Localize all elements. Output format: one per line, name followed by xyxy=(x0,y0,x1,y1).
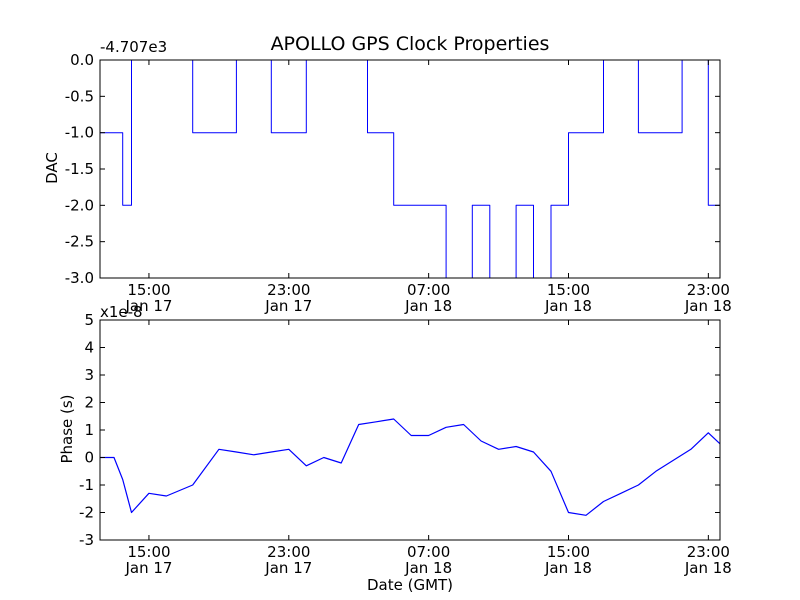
y-tick-label: -1.0 xyxy=(65,124,94,142)
y-tick-label: -2 xyxy=(79,504,94,522)
x-tick-time-label: 23:00 xyxy=(267,543,310,561)
y-tick-label: 1 xyxy=(84,421,94,439)
x-tick-date-label: Jan 17 xyxy=(124,559,172,577)
x-tick-time-label: 15:00 xyxy=(547,281,590,299)
y-tick-label: 5 xyxy=(84,311,94,329)
y-tick-label: 0 xyxy=(84,449,94,467)
x-axis-label: Date (GMT) xyxy=(367,576,453,594)
x-tick-date-label: Jan 18 xyxy=(544,297,592,315)
y-tick-label: -1 xyxy=(79,476,94,494)
y-tick-label: 4 xyxy=(84,339,94,357)
x-tick-date-label: Jan 18 xyxy=(404,297,452,315)
y-tick-label: -1.5 xyxy=(65,160,94,178)
y-tick-label: -0.5 xyxy=(65,87,94,105)
chart-title: APOLLO GPS Clock Properties xyxy=(271,33,550,55)
dac-offset-text: -4.707e3 xyxy=(100,38,167,56)
y-tick-label: -2.5 xyxy=(65,233,94,251)
y-tick-label: -3.0 xyxy=(65,269,94,287)
y-tick-label: 3 xyxy=(84,366,94,384)
y-tick-label: 2 xyxy=(84,394,94,412)
y-tick-label: -3 xyxy=(79,531,94,549)
dac-y-axis-label: DAC xyxy=(43,152,61,184)
phase-y-axis-label: Phase (s) xyxy=(58,394,76,463)
x-tick-date-label: Jan 17 xyxy=(264,559,312,577)
x-tick-time-label: 07:00 xyxy=(407,281,450,299)
x-tick-date-label: Jan 18 xyxy=(684,559,732,577)
dac-panel: -4.707e3 DAC 0.0 -0.5 -1.0 -1.5 -2.0 -2.5 -3.0… xyxy=(43,38,732,315)
y-tick-label: -2.0 xyxy=(65,196,94,214)
x-tick-date-label: Jan 17 xyxy=(264,297,312,315)
phase-panel: x1e-8 Phase (s) Date (GMT) 5 4 3 2 1 0 -1 -2 -3 1… xyxy=(58,303,732,594)
x-tick-time-label: 15:00 xyxy=(127,543,170,561)
x-tick-date-label: Jan 18 xyxy=(544,559,592,577)
plot-area xyxy=(100,60,720,278)
y-tick-label: 0.0 xyxy=(70,51,94,69)
x-tick-date-label: Jan 18 xyxy=(404,559,452,577)
plot-area xyxy=(100,320,720,540)
x-tick-date-label: Jan 17 xyxy=(124,297,172,315)
x-tick-time-label: 23:00 xyxy=(687,543,730,561)
x-tick-time-label: 15:00 xyxy=(127,281,170,299)
phase-series-line xyxy=(100,418,721,516)
x-tick-time-label: 07:00 xyxy=(407,543,450,561)
x-tick-date-label: Jan 18 xyxy=(684,297,732,315)
x-tick-time-label: 23:00 xyxy=(267,281,310,299)
phase-offset-text: x1e-8 xyxy=(100,303,143,321)
x-tick-time-label: 23:00 xyxy=(687,281,730,299)
x-tick-time-label: 15:00 xyxy=(547,543,590,561)
